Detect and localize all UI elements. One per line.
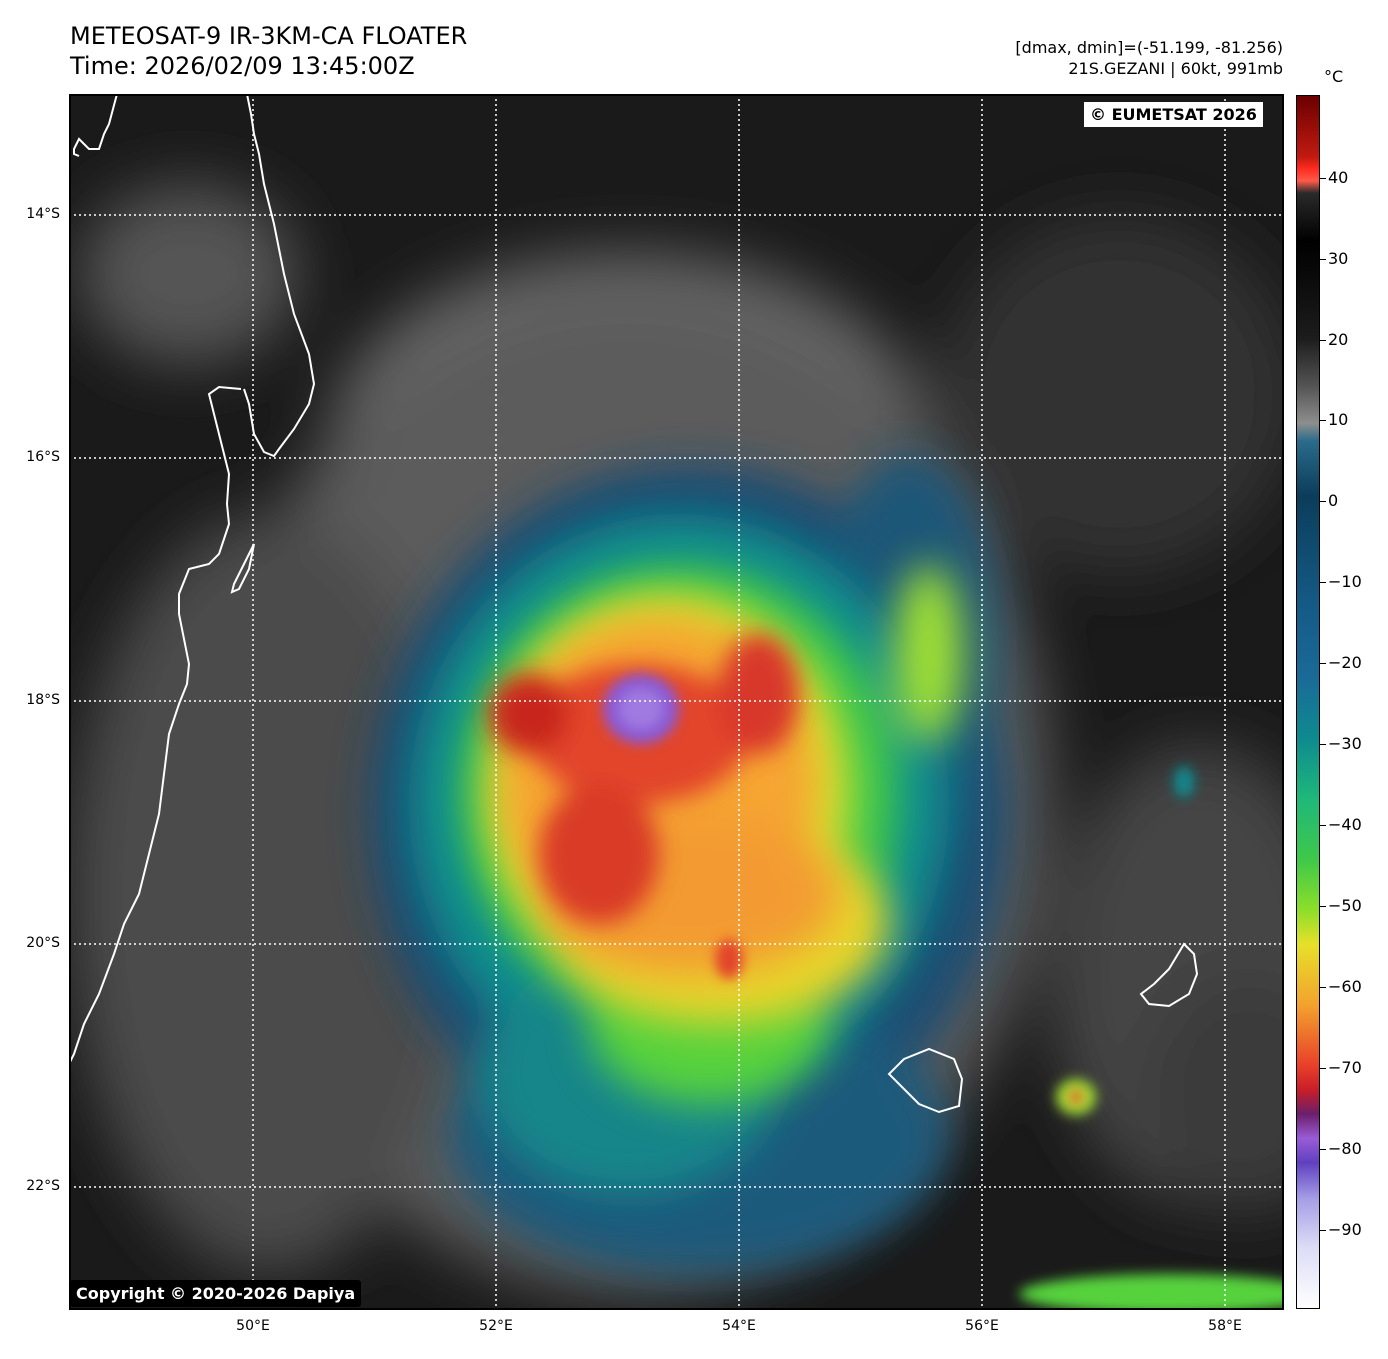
colorbar-tick-10 (1320, 420, 1326, 421)
colorbar-tick-minus20 (1320, 663, 1326, 664)
lon-label-52e: 52°E (479, 1318, 513, 1334)
map-time: Time: 2026/02/09 13:45:00Z (70, 52, 415, 80)
ir-imagery (69, 94, 1284, 1310)
colorbar-label-minus20: −20 (1328, 653, 1362, 672)
colorbar-unit: °C (1324, 67, 1344, 86)
colorbar (1296, 95, 1320, 1309)
lon-label-50e: 50°E (236, 1318, 270, 1334)
colorbar-tick-minus10 (1320, 582, 1326, 583)
colorbar-label-minus40: −40 (1328, 815, 1362, 834)
temperature-range-info: [dmax, dmin]=(-51.199, -81.256) (1015, 38, 1283, 57)
lat-label-18s: 18°S (26, 692, 60, 708)
colorbar-label-20: 20 (1328, 330, 1349, 349)
lat-label-20s: 20°S (26, 935, 60, 951)
colorbar-tick-0 (1320, 501, 1326, 502)
colorbar-label-minus80: −80 (1328, 1139, 1362, 1158)
copyright-badge: Copyright © 2020-2026 Dapiya (70, 1280, 362, 1307)
colorbar-label-minus60: −60 (1328, 977, 1362, 996)
lat-label-22s: 22°S (26, 1178, 60, 1194)
purple-overshoot (603, 674, 679, 744)
colorbar-tick-minus70 (1320, 1068, 1326, 1069)
colorbar-tick-20 (1320, 340, 1326, 341)
colorbar-tick-40 (1320, 178, 1326, 179)
colorbar-label-10: 10 (1328, 410, 1349, 429)
colorbar-label-30: 30 (1328, 249, 1349, 268)
colorbar-tick-minus40 (1320, 825, 1326, 826)
colorbar-label-minus50: −50 (1328, 896, 1362, 915)
lon-label-56e: 56°E (965, 1318, 999, 1334)
lon-label-58e: 58°E (1208, 1318, 1242, 1334)
eumetsat-badge: © EUMETSAT 2026 (1084, 102, 1263, 127)
colorbar-label-minus90: −90 (1328, 1220, 1362, 1239)
satellite-map (69, 94, 1284, 1310)
colorbar-tick-30 (1320, 259, 1326, 260)
colorbar-tick-minus60 (1320, 987, 1326, 988)
lat-label-16s: 16°S (26, 449, 60, 465)
coastlines (69, 94, 1199, 1114)
colorbar-tick-minus90 (1320, 1230, 1326, 1231)
colorbar-label-minus30: −30 (1328, 734, 1362, 753)
colorbar-tick-minus80 (1320, 1149, 1326, 1150)
colorbar-label-40: 40 (1328, 168, 1349, 187)
colorbar-tick-minus30 (1320, 744, 1326, 745)
colorbar-label-minus70: −70 (1328, 1058, 1362, 1077)
storm-info: 21S.GEZANI | 60kt, 991mb (1068, 59, 1283, 78)
small-convective-cells (715, 766, 1284, 1310)
colorbar-label-minus10: −10 (1328, 572, 1362, 591)
colorbar-label-0: 0 (1328, 491, 1339, 510)
lon-label-54e: 54°E (722, 1318, 756, 1334)
lat-label-14s: 14°S (26, 206, 60, 222)
map-title: METEOSAT-9 IR-3KM-CA FLOATER (70, 22, 468, 50)
colorbar-tick-minus50 (1320, 906, 1326, 907)
